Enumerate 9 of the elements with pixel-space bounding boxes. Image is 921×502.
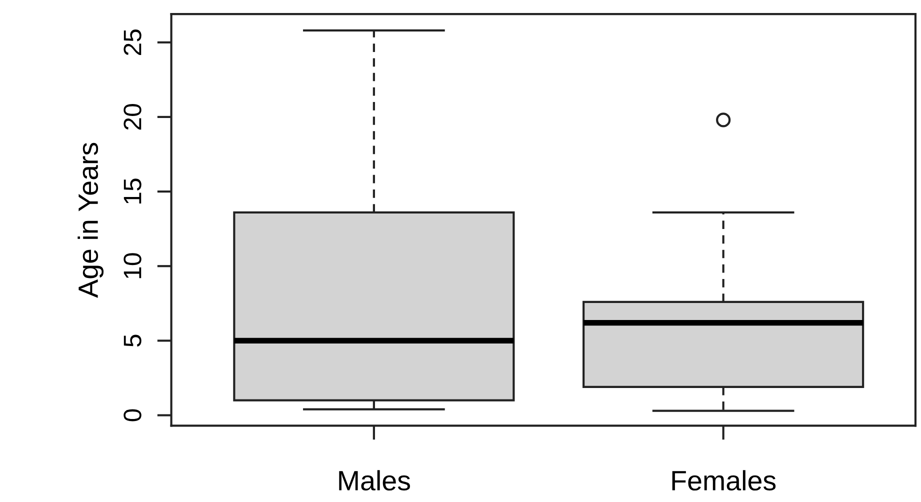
y-tick-label: 0 (124, 409, 142, 422)
x-tick-label: Males (339, 470, 410, 491)
y-tick-label: 10 (124, 253, 142, 278)
y-tick-label: 5 (124, 334, 142, 347)
y-tick-label: 25 (124, 30, 142, 56)
y-axis-title: Age in Years (78, 142, 104, 298)
y-tick-label: 15 (124, 178, 142, 204)
x-tick-label: Females (672, 470, 776, 491)
y-tick-label: 20 (124, 104, 142, 130)
